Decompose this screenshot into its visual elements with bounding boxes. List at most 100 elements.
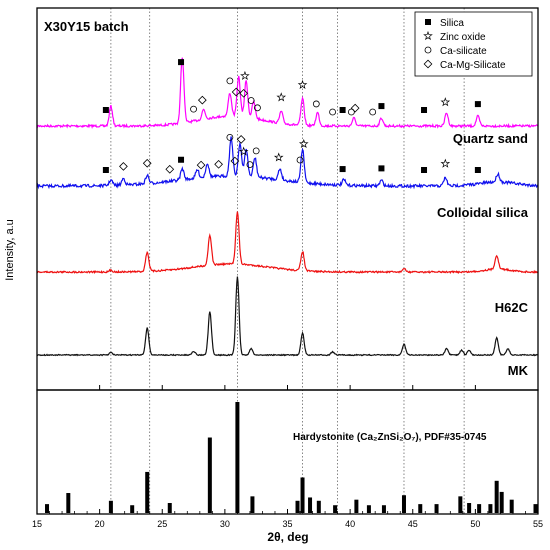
phase-marker-0-5: [231, 87, 241, 97]
phase-marker-0-16: [350, 103, 360, 113]
phase-marker-1-8: [230, 156, 240, 166]
reference-lines: [110, 8, 465, 514]
phase-marker-0-19: [421, 107, 428, 113]
phase-marker-0-9: [254, 104, 261, 112]
phase-marker-1-13: [273, 152, 284, 162]
reference-stick-9: [295, 500, 300, 513]
phase-marker-1-3: [165, 164, 175, 174]
reference-stick-5: [167, 503, 172, 513]
phase-markers: [102, 59, 481, 174]
reference-stick-10: [300, 477, 305, 513]
phase-marker-0-10: [276, 92, 287, 102]
reference-stick-0: [45, 504, 50, 513]
phase-marker-1-14: [296, 156, 304, 164]
phase-marker-1-18: [421, 167, 428, 173]
phase-marker-1-2: [142, 158, 152, 168]
phase-marker-0-13: [329, 108, 336, 116]
phase-marker-1-17: [378, 165, 385, 172]
reference-stick-20: [458, 496, 463, 513]
reference-stick-16: [381, 505, 386, 513]
legend-marker-star: [423, 30, 433, 41]
phase-marker-0-1: [178, 59, 185, 66]
phase-marker-0-17: [369, 108, 377, 116]
reference-stick-23: [488, 504, 493, 513]
phase-marker-1-15: [298, 138, 309, 149]
phase-marker-0-20: [440, 97, 451, 107]
x-tick-label-8: 55: [533, 519, 543, 529]
reference-stick-18: [418, 504, 423, 513]
phase-marker-0-18: [378, 103, 385, 110]
reference-stick-17: [401, 495, 406, 513]
legend-marker-filled-square: [425, 19, 431, 25]
phase-marker-1-6: [214, 159, 223, 169]
x-axis-ticks: 15 20 25 30 35 40 45 50 55: [32, 385, 543, 529]
x-tick-label-2: 25: [157, 519, 167, 529]
legend-marker-open-circle: [424, 46, 432, 54]
trace-mk: [36, 276, 539, 357]
phase-marker-0-21: [474, 101, 481, 108]
y-axis-label: Intensity, a.u: [4, 219, 16, 281]
series-label-mk: MK: [508, 363, 529, 378]
reference-pattern-label: Hardystonite (Ca₂ZnSi₂O₇), PDF#35-0745: [293, 432, 487, 443]
reference-stick-4: [145, 471, 150, 513]
phase-marker-1-0: [102, 167, 109, 173]
legend-label-0: Silica: [440, 18, 464, 29]
phase-marker-1-16: [339, 166, 346, 173]
phase-marker-1-5: [196, 160, 206, 170]
reference-stick-2: [108, 500, 113, 513]
phase-marker-1-1: [119, 162, 128, 171]
phase-marker-1-12: [252, 147, 260, 155]
reference-stick-12: [316, 500, 321, 513]
trace-h62c: [36, 211, 539, 275]
phase-marker-0-14: [339, 107, 346, 113]
reference-stick-24: [494, 480, 499, 513]
trace-quartz-sand: [36, 57, 539, 130]
reference-stick-19: [434, 504, 439, 513]
legend-label-2: Ca-silicate: [440, 46, 487, 57]
phase-marker-0-11: [297, 79, 308, 89]
phase-marker-0-8: [247, 97, 255, 104]
phase-marker-0-15: [347, 108, 355, 116]
reference-stick-14: [354, 499, 359, 513]
x-tick-label-6: 45: [408, 519, 418, 529]
phase-marker-1-20: [474, 167, 481, 173]
reference-stick-15: [366, 505, 371, 513]
reference-stick-26: [509, 499, 514, 513]
phase-marker-1-11: [246, 161, 254, 168]
phase-marker-1-19: [440, 158, 451, 168]
x-tick-label-3: 30: [220, 519, 230, 529]
reference-stick-22: [477, 504, 482, 513]
chart-title: X30Y15 batch: [44, 19, 129, 34]
series-label-colloidal-silica: Colloidal silica: [437, 205, 529, 220]
x-axis-label: 2θ, deg: [267, 530, 308, 544]
phase-marker-0-7: [240, 70, 250, 80]
reference-stick-3: [130, 505, 135, 513]
x-tick-label-5: 40: [345, 519, 355, 529]
x-tick-label-7: 50: [470, 519, 480, 529]
phase-marker-1-10: [238, 146, 249, 156]
trace-colloidal-silica: [36, 136, 538, 190]
phase-marker-0-0: [102, 107, 109, 113]
pattern-traces: [36, 57, 539, 357]
reference-stick-7: [235, 402, 240, 513]
phase-marker-0-4: [226, 77, 234, 85]
legend-label-1: Zinc oxide: [440, 32, 486, 43]
legend-box: [414, 11, 533, 77]
phase-marker-0-3: [197, 95, 207, 105]
reference-stick-27: [533, 504, 538, 513]
legend-label-3: Ca-Mg-Silicate: [440, 60, 506, 71]
reference-stick-13: [333, 505, 338, 513]
reference-stick-6: [207, 437, 212, 513]
x-tick-label-4: 35: [282, 519, 292, 529]
reference-stick-8: [250, 496, 255, 513]
phase-marker-0-2: [190, 105, 197, 113]
reference-stick-11: [308, 497, 313, 513]
x-tick-label-0: 15: [32, 519, 42, 529]
reference-stick-21: [467, 503, 472, 513]
legend: Silica Zinc oxide Ca-silicate Ca-Mg-Silicat…: [414, 11, 533, 77]
legend-marker-open-diamond: [423, 59, 433, 69]
x-tick-label-1: 20: [95, 519, 105, 529]
phase-marker-0-12: [312, 100, 320, 108]
reference-stick-25: [499, 491, 504, 513]
